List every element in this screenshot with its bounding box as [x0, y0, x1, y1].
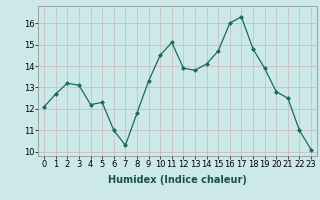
X-axis label: Humidex (Indice chaleur): Humidex (Indice chaleur) [108, 175, 247, 185]
